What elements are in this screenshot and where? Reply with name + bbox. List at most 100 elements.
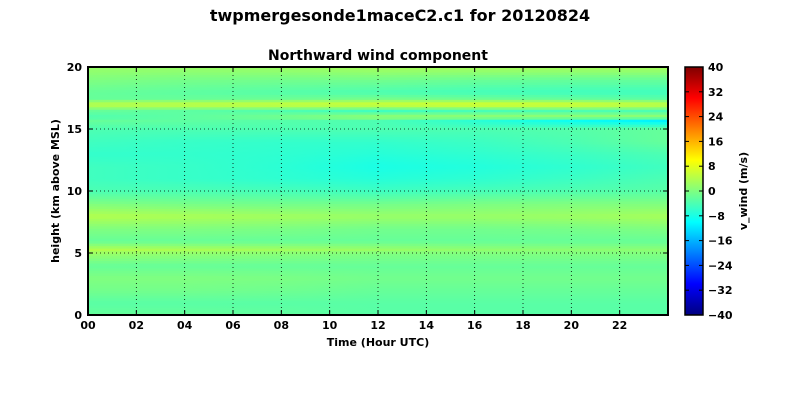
grid-lines: [88, 67, 668, 315]
heatmap-row: [88, 267, 668, 271]
heatmap-row: [88, 228, 668, 232]
x-tick-label: 00: [80, 319, 96, 332]
x-tick-label: 04: [177, 319, 193, 332]
heatmap-row: [88, 200, 668, 204]
heatmap-row: [88, 272, 668, 276]
colorbar-tick-label: −24: [708, 259, 733, 272]
heatmap-row: [88, 79, 668, 83]
colorbar: 40 32 24 16 8 0 −8 −16 −24 −32 −40 v_wind (m/s): [684, 61, 750, 322]
heatmap-row: [88, 220, 668, 224]
colorbar-tick-label: 24: [708, 111, 724, 124]
colorbar-ticks: 40 32 24 16 8 0 −8 −16 −24 −32 −40: [685, 61, 733, 322]
heatmap-row: [88, 255, 668, 259]
x-tick-label: 20: [564, 319, 580, 332]
heatmap-row: [88, 235, 668, 239]
heatmap-row: [88, 213, 668, 217]
heatmap-row: [88, 210, 668, 214]
heatmap-row: [88, 275, 668, 279]
heatmap-row: [88, 176, 668, 180]
y-axis: 0 5 10 15 20: [67, 61, 668, 322]
colorbar-tick-label: 0: [708, 185, 716, 198]
heatmap-row: [88, 71, 668, 76]
heatmap-row: [88, 203, 668, 207]
plot-title: Northward wind component: [268, 48, 488, 64]
heatmap-row: [88, 188, 668, 192]
heatmap-row: [88, 215, 668, 219]
heatmap-row: [88, 111, 668, 115]
heatmap-row: [88, 151, 668, 155]
heatmap-row: [88, 265, 668, 269]
colorbar-tick-label: 16: [708, 135, 724, 148]
heatmap-row: [88, 295, 668, 299]
heatmap-row: [88, 158, 668, 162]
heatmap-row: [88, 171, 668, 175]
heatmap-plot: 00 02 04 06 08 10 12 14 16 18 20 22 0 5 10 15 20: [67, 61, 669, 332]
heatmap-row: [88, 168, 668, 172]
y-tick-label: 10: [67, 185, 83, 198]
heatmap-row: [88, 131, 668, 135]
heatmap-row: [88, 260, 668, 264]
y-tick-label: 15: [67, 123, 82, 136]
y-tick-label: 0: [74, 309, 82, 322]
colorbar-label: v_wind (m/s): [737, 152, 750, 230]
colorbar-tick-label: 8: [708, 160, 716, 173]
heatmap-row: [88, 195, 668, 200]
heatmap-row: [88, 292, 668, 296]
y-axis-label: height (km above MSL): [49, 119, 62, 263]
heatmap-row: [88, 116, 668, 120]
heatmap-row: [88, 262, 668, 266]
heatmap-cells: [88, 67, 668, 316]
heatmap-row: [88, 287, 668, 291]
colorbar-tick-label: 32: [708, 86, 723, 99]
heatmap-row: [88, 282, 668, 286]
heatmap-row: [88, 243, 668, 247]
x-tick-label: 22: [612, 319, 627, 332]
heatmap-row: [88, 119, 668, 123]
x-tick-label: 16: [467, 319, 483, 332]
y-tick-label: 20: [67, 61, 83, 74]
heatmap-row: [88, 307, 668, 311]
heatmap-row: [88, 91, 668, 95]
heatmap-row: [88, 104, 668, 108]
heatmap-row: [88, 148, 668, 152]
heatmap-row: [88, 143, 668, 147]
heatmap-row: [88, 141, 668, 145]
heatmap-row: [88, 138, 668, 142]
heatmap-row: [88, 240, 668, 244]
heatmap-row: [88, 99, 668, 103]
heatmap-row: [88, 181, 668, 185]
heatmap-row: [88, 156, 668, 160]
heatmap-row: [88, 96, 668, 100]
heatmap-row: [88, 84, 668, 88]
x-tick-label: 12: [370, 319, 385, 332]
x-tick-label: 14: [419, 319, 435, 332]
heatmap-row: [88, 248, 668, 252]
heatmap-row: [88, 223, 668, 227]
x-tick-label: 10: [322, 319, 338, 332]
heatmap-row: [88, 76, 668, 80]
heatmap-row: [88, 178, 668, 182]
x-tick-label: 18: [515, 319, 530, 332]
heatmap-row: [88, 106, 668, 110]
heatmap-row: [88, 305, 668, 309]
heatmap-row: [88, 161, 668, 165]
x-tick-label: 08: [274, 319, 289, 332]
heatmap-row: [88, 129, 668, 133]
heatmap-row: [88, 280, 668, 284]
colorbar-tick-label: 40: [708, 61, 724, 74]
heatmap-row: [88, 250, 668, 254]
heatmap-row: [88, 126, 668, 130]
heatmap-row: [88, 230, 668, 234]
y-tick-label: 5: [74, 247, 82, 260]
heatmap-row: [88, 302, 668, 306]
heatmap-row: [88, 183, 668, 187]
x-axis-label: Time (Hour UTC): [327, 336, 429, 349]
colorbar-tick-label: −16: [708, 235, 733, 248]
heatmap-row: [88, 86, 668, 90]
colorbar-tick-label: −40: [708, 309, 733, 322]
heatmap-row: [88, 208, 668, 212]
heatmap-row: [88, 124, 668, 128]
x-tick-label: 02: [129, 319, 144, 332]
heatmap-row: [88, 300, 668, 304]
